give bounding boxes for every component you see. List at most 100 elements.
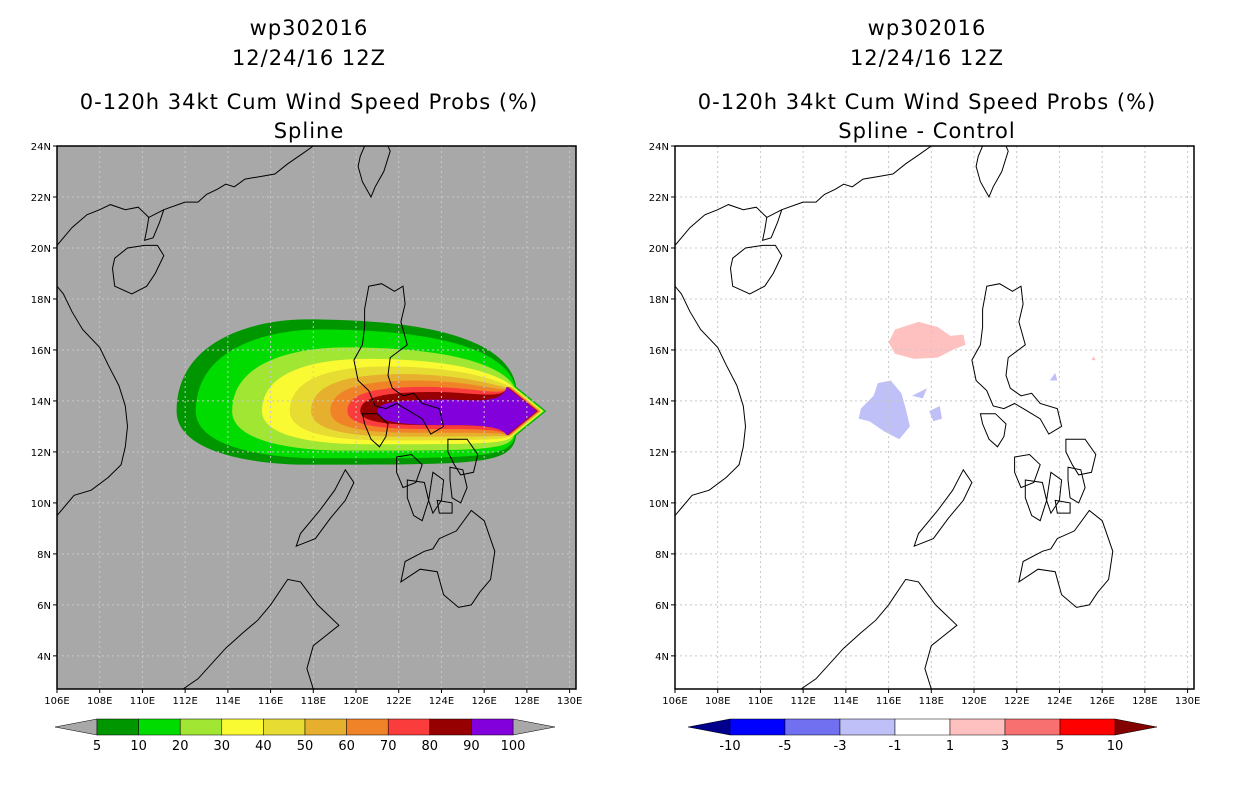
lon-tick-label: 112E [172, 696, 197, 707]
prob-contour-90 [377, 386, 537, 436]
lat-tick-label: 22N [649, 193, 669, 204]
coast-leizhou [761, 209, 783, 242]
lon-tick-label: 118E [301, 696, 326, 707]
lat-tick-label: 16N [31, 346, 51, 357]
lat-tick-label: 10N [31, 499, 51, 510]
coast-palawan [295, 468, 355, 548]
colorbar-label: 50 [297, 739, 314, 754]
lon-tick-label: 124E [429, 696, 454, 707]
lon-tick-label: 130E [1175, 696, 1200, 707]
colorbar-swatch [387, 718, 431, 736]
lon-tick-label: 122E [386, 696, 411, 707]
lat-tick-label: 18N [31, 295, 51, 306]
probability-map: 106E 108E 110E 112E 114E 116E 118E 120E 122E 124E… [31, 142, 583, 754]
colorbar-swatch [138, 718, 181, 736]
lon-tick-label: 112E [790, 696, 815, 707]
colorbar-label: 10 [130, 739, 147, 754]
panel-subtitle: Spline [273, 119, 345, 143]
colorbar-swatch [346, 718, 389, 736]
colorbar-arrow-high [512, 718, 556, 736]
colorbar-label: 40 [255, 739, 272, 754]
negative-diff-region [1049, 372, 1058, 381]
colorbar-label: 70 [380, 739, 397, 754]
coast-samar [447, 438, 479, 476]
colorbar-label: -1 [889, 739, 902, 754]
coast-mindoro [361, 413, 389, 448]
colorbar-label: 20 [172, 739, 189, 754]
coast-cebu [1046, 471, 1063, 515]
lon-tick-label: 120E [343, 696, 368, 707]
colorbar-swatch [839, 718, 896, 736]
colorbar-label: 30 [214, 739, 231, 754]
colorbar-swatch [429, 718, 472, 736]
lon-tick-label: 120E [961, 696, 986, 707]
colorbar-label: 90 [463, 739, 480, 754]
coast-mindanao [1018, 509, 1114, 608]
coast-bohol [1054, 499, 1071, 514]
coastlines [675, 146, 1114, 689]
colorbar-label: 5 [93, 739, 101, 754]
lat-tick-label: 10N [649, 499, 669, 510]
coast-samar [1065, 438, 1097, 476]
coast-china [57, 201, 186, 246]
lat-tick-label: 4N [37, 652, 51, 663]
coast-china [675, 201, 804, 246]
lat-tick-label: 8N [37, 550, 51, 561]
colorbar-label: 5 [1056, 739, 1064, 754]
lon-tick-label: 108E [705, 696, 730, 707]
lat-tick-label: 16N [649, 346, 669, 357]
positive-diff-region [1091, 356, 1096, 361]
lat-tick-label: 14N [31, 397, 51, 408]
coast-vietnam [57, 245, 129, 516]
lon-tick-label: 126E [471, 696, 496, 707]
coast-vietnam [675, 245, 747, 516]
lon-tick-label: 106E [662, 696, 687, 707]
lat-tick-label: 24N [649, 142, 669, 153]
coast-mindanao [400, 509, 496, 608]
right-panel: wp302016 12/24/16 12Z 0-120h 34kt Cum Wi… [618, 0, 1236, 800]
colorbar-arrow-low [54, 718, 98, 736]
map-frame [56, 145, 577, 690]
colorbar-label: 60 [338, 739, 355, 754]
datetime: 12/24/16 12Z [849, 46, 1005, 70]
coast-borneo [800, 578, 958, 689]
storm-id: wp302016 [867, 16, 987, 40]
lon-tick-label: 126E [1089, 696, 1114, 707]
colorbar-label: -5 [779, 739, 792, 754]
coast-cebu [428, 471, 445, 515]
lat-tick-label: 8N [655, 550, 669, 561]
coast-hainan [729, 244, 783, 295]
lon-tick-label: 122E [1004, 696, 1029, 707]
lon-tick-label: 114E [833, 696, 858, 707]
negative-diff-region [912, 388, 927, 399]
map-frame [674, 145, 1195, 690]
coast-south-china [803, 146, 932, 203]
panel-subtitle: Spline - Control [838, 119, 1016, 143]
lat-tick-label: 12N [31, 448, 51, 459]
coast-mindoro [979, 413, 1007, 448]
coast-leizhou [143, 209, 165, 242]
colorbar-swatch [729, 718, 786, 736]
lat-tick-label: 18N [649, 295, 669, 306]
coast-negros [406, 479, 430, 522]
lat-tick-label: 22N [31, 193, 51, 204]
coast-taiwan [975, 146, 1009, 199]
colorbar-label: -3 [834, 739, 847, 754]
negative-diff-region [858, 380, 910, 440]
coast-panay [1014, 453, 1041, 489]
coastlines [57, 146, 496, 689]
lat-tick-label: 20N [649, 244, 669, 255]
colorbar-swatch [221, 718, 264, 736]
coast-negros [1024, 479, 1048, 522]
coast-bohol [436, 499, 453, 514]
colorbar-label: 10 [1107, 739, 1124, 754]
coast-hainan [111, 244, 165, 295]
lat-tick-label: 6N [655, 601, 669, 612]
lon-tick-label: 108E [87, 696, 112, 707]
colorbar-swatch [949, 718, 1006, 736]
colorbar-swatch [96, 718, 139, 736]
difference-map: 106E 108E 110E 112E 114E 116E 118E 120E 122E 124E… [649, 142, 1201, 754]
lon-tick-label: 106E [44, 696, 69, 707]
lat-tick-label: 6N [37, 601, 51, 612]
storm-id: wp302016 [249, 16, 369, 40]
